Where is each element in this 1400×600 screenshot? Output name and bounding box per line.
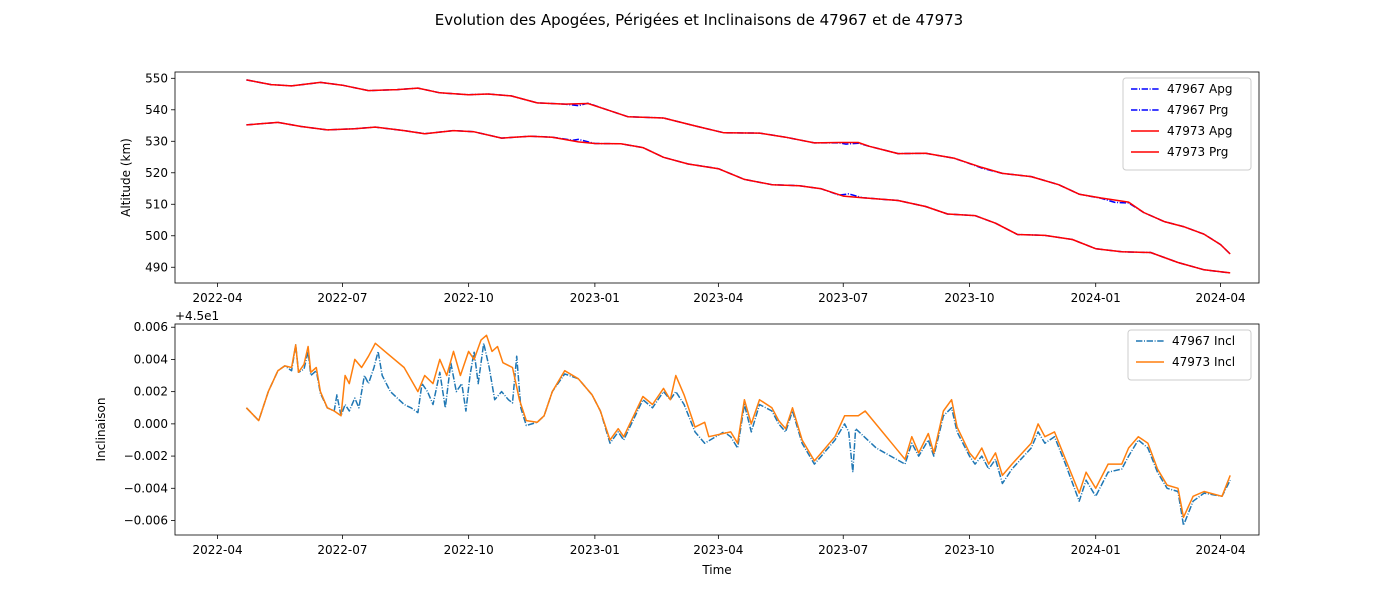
y-tick-label: 550 [145, 71, 168, 85]
altitude-chart: 2022-04 2022-07 2022-10 2023-01 2023-04 2023-… [119, 71, 1260, 305]
x-tick-label: 2022-07 [317, 543, 367, 557]
plot-area [175, 72, 1259, 283]
x-tick-label: 2022-07 [317, 291, 367, 305]
x-tick-label: 2024-01 [1071, 543, 1121, 557]
x-tick-label: 2022-04 [192, 291, 242, 305]
series-line-47973-apg [246, 79, 1231, 255]
legend: 47967 Apg 47967 Prg 47973 Apg 47973 Prg [1122, 77, 1252, 171]
legend-label: 47967 Apg [1167, 82, 1232, 96]
y-tick-label: −0.002 [124, 449, 168, 463]
plot-area [175, 324, 1259, 535]
y-tick-label: 540 [145, 103, 168, 117]
legend-label: 47967 Prg [1167, 103, 1228, 117]
y-axis-label: Altitude (km) [119, 138, 133, 217]
legend-box [1127, 329, 1252, 381]
x-tick-label: 2024-01 [1071, 291, 1121, 305]
x-tick-label: 2023-01 [570, 543, 620, 557]
legend-label: 47973 Prg [1167, 145, 1228, 159]
x-tick-label: 2023-04 [693, 291, 743, 305]
y-tick-label: −0.006 [124, 514, 168, 528]
y-tick-label: 0.002 [134, 385, 168, 399]
x-tick-label: 2023-10 [944, 543, 994, 557]
x-tick-label: 2023-10 [944, 291, 994, 305]
y-tick-label: 530 [145, 134, 168, 148]
x-tick-label: 2023-07 [818, 291, 868, 305]
x-axis-label: Time [701, 563, 731, 577]
inclination-chart: 2022-04 2022-07 2022-10 2023-01 2023-04 2023-… [94, 309, 1260, 577]
x-tick-label: 2023-04 [693, 543, 743, 557]
y-tick-label: 0.000 [134, 417, 168, 431]
y-axis-label: Inclinaison [94, 398, 108, 462]
series-group [246, 79, 1231, 274]
figure-title: Evolution des Apogées, Périgées et Incli… [435, 11, 963, 29]
legend-label: 47973 Apg [1167, 124, 1232, 138]
x-tick-label: 2022-10 [444, 291, 494, 305]
plot-frame [174, 71, 1260, 284]
legend-label: 47973 Incl [1172, 355, 1235, 369]
legend: 47967 Incl 47973 Incl [1127, 329, 1252, 381]
plot-frame [174, 323, 1260, 536]
y-tick-label: 520 [145, 166, 168, 180]
y-offset-text: +4.5e1 [175, 309, 219, 323]
x-tick-label: 2022-10 [444, 543, 494, 557]
y-tick-label: 0.004 [134, 352, 168, 366]
x-tick-label: 2022-04 [192, 543, 242, 557]
legend-label: 47967 Incl [1172, 334, 1235, 348]
y-tick-label: 490 [145, 260, 168, 274]
series-line-47973-incl [245, 334, 1231, 519]
y-tick-label: 0.006 [134, 320, 168, 334]
x-tick-label: 2023-01 [570, 291, 620, 305]
legend-box [1122, 77, 1252, 171]
y-tick-label: 510 [145, 197, 168, 211]
series-line-47973-prg [246, 121, 1231, 274]
y-tick-label: 500 [145, 229, 168, 243]
series-group [245, 334, 1231, 527]
x-tick-label: 2023-07 [818, 543, 868, 557]
y-tick-label: −0.004 [124, 481, 168, 495]
series-line-47967-incl [245, 342, 1231, 527]
x-tick-label: 2024-04 [1196, 291, 1246, 305]
x-tick-label: 2024-04 [1196, 543, 1246, 557]
